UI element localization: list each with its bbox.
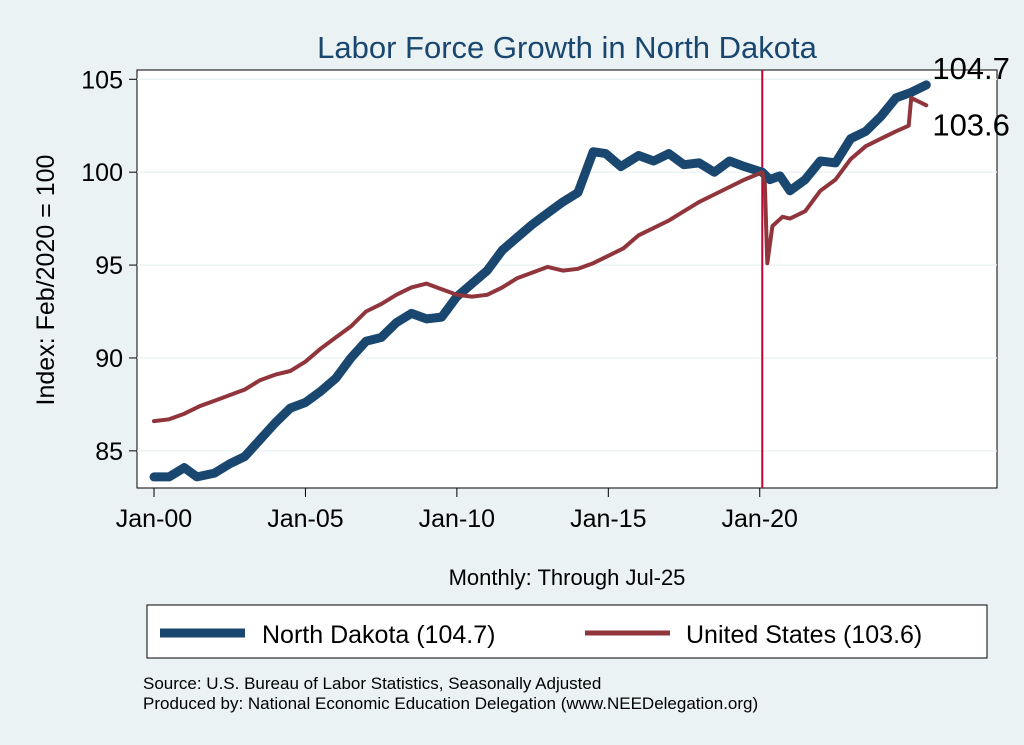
legend-label-united-states: United States (103.6) [686, 621, 922, 649]
produced-by-note: Produced by: National Economic Education… [143, 694, 758, 713]
legend-label-north-dakota: North Dakota (104.7) [262, 621, 495, 649]
x-tick-label-jan-20: Jan-20 [722, 505, 798, 533]
legend-box [146, 604, 988, 659]
end-label-north-dakota: 104.7 [932, 51, 1010, 86]
x-axis: Jan-00 Jan-05 Jan-10 Jan-15 Jan-20 [116, 488, 798, 533]
x-tick-label-jan-05: Jan-05 [267, 505, 343, 533]
y-tick-label-95: 95 [95, 252, 123, 280]
y-tick-label-100: 100 [81, 159, 123, 187]
x-tick-label-jan-00: Jan-00 [116, 505, 192, 533]
chart-title: Labor Force Growth in North Dakota [317, 30, 817, 65]
legend: North Dakota (104.7) United States (103.… [146, 604, 988, 659]
y-axis-label: Index: Feb/2020 = 100 [32, 155, 60, 406]
end-labels: 104.7 103.6 [932, 51, 1010, 142]
y-tick-label-85: 85 [95, 438, 123, 466]
y-axis: 85 90 95 100 105 [81, 66, 137, 466]
x-tick-label-jan-15: Jan-15 [570, 505, 646, 533]
grid-lines [137, 78, 997, 452]
source-note: Source: U.S. Bureau of Labor Statistics,… [143, 674, 601, 693]
y-tick-label-90: 90 [95, 345, 123, 373]
series-line-north-dakota [149, 80, 931, 482]
x-axis-label: Monthly: Through Jul-25 [449, 565, 686, 590]
series-line-united-states [152, 95, 929, 424]
series-layer [149, 80, 931, 482]
y-tick-label-105: 105 [81, 66, 123, 94]
end-label-united-states: 103.6 [932, 107, 1010, 142]
x-tick-label-jan-10: Jan-10 [419, 505, 495, 533]
